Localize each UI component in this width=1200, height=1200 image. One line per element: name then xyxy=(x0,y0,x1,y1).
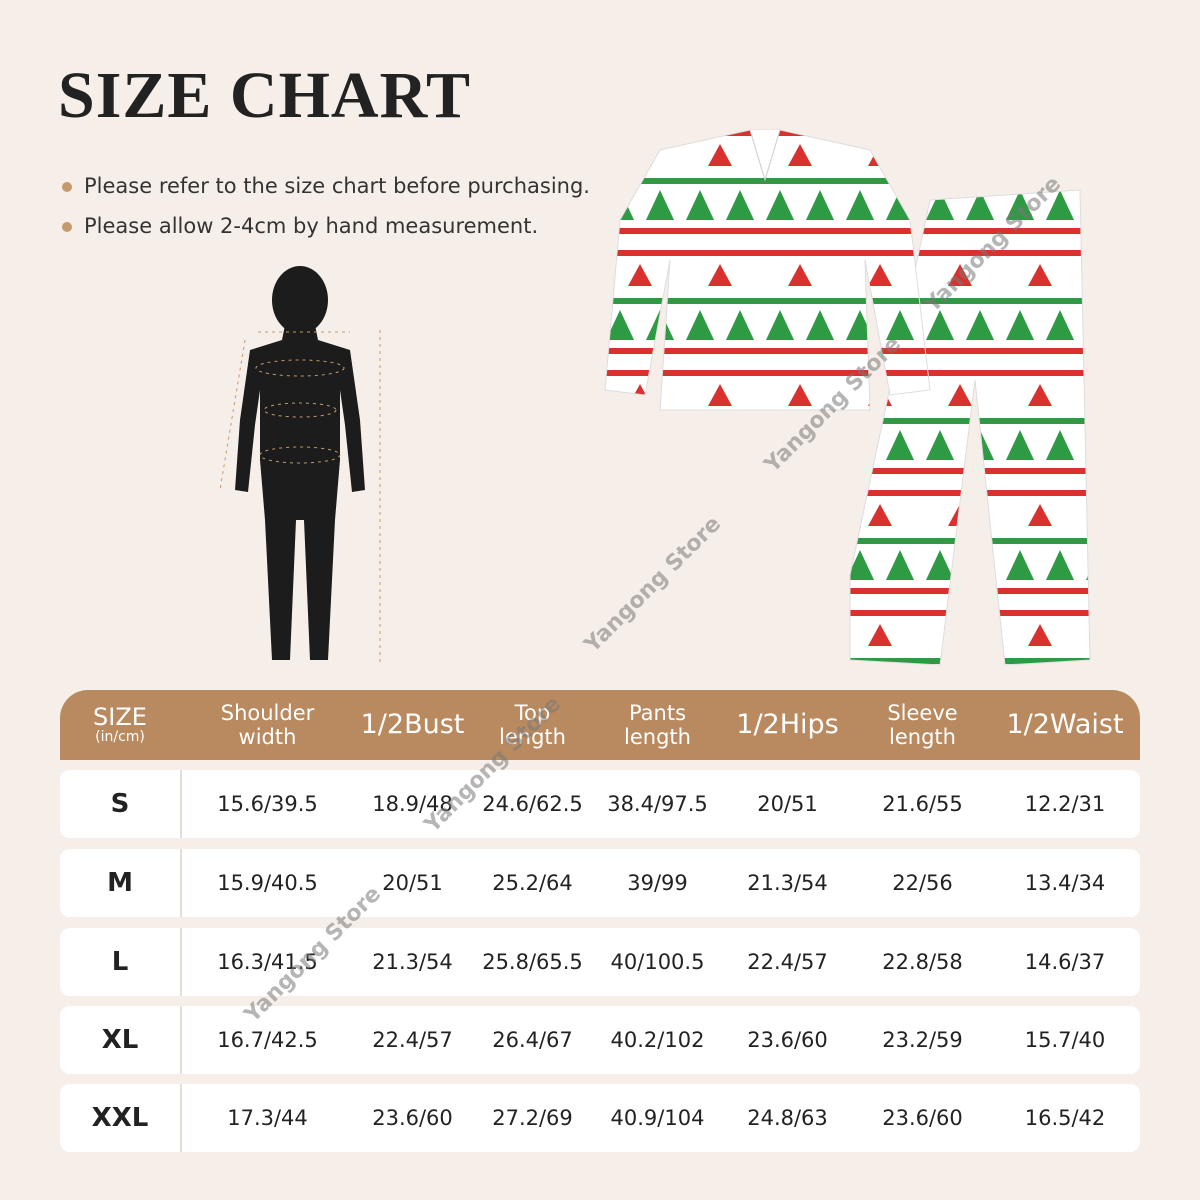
header-text: SIZE xyxy=(93,703,147,731)
value-cell: 40.9/104 xyxy=(610,1106,705,1130)
size-cell: M xyxy=(107,868,133,898)
value-cell: 23.6/60 xyxy=(882,1106,963,1130)
value-cell: 23.6/60 xyxy=(372,1106,453,1130)
separator xyxy=(180,1006,182,1074)
body-silhouette xyxy=(219,266,381,665)
table-row: L 16.3/41.5 21.3/54 25.8/65.5 40/100.5 22.4/5… xyxy=(60,928,1140,996)
header-cell: Sleeve length xyxy=(887,701,958,749)
value-cell: 15.7/40 xyxy=(1024,1028,1106,1052)
separator xyxy=(180,928,182,996)
table-row: XL 16.7/42.5 22.4/57 26.4/67 40.2/102 23.6/60… xyxy=(60,1006,1140,1074)
value-cell: 14.6/37 xyxy=(1024,950,1106,974)
value-cell: 12.2/31 xyxy=(1024,792,1106,816)
separator xyxy=(180,849,182,917)
value-cell: 16.3/41.5 xyxy=(217,950,318,974)
value-cell: 24.6/62.5 xyxy=(482,792,583,816)
header-cell: 1/2Hips xyxy=(736,709,839,740)
value-cell: 15.9/40.5 xyxy=(217,871,318,895)
header-cell: Pants length xyxy=(624,701,691,749)
header-cell: Shoulder width xyxy=(220,701,315,749)
separator xyxy=(180,1084,182,1152)
title: SIZE CHART xyxy=(58,59,471,132)
value-cell: 23.6/60 xyxy=(747,1028,828,1052)
table-row: M 15.9/40.5 20/51 25.2/64 39/99 21.3/54 22/56 1… xyxy=(60,849,1140,917)
value-cell: 27.2/69 xyxy=(492,1106,573,1130)
value-cell: 39/99 xyxy=(627,871,688,895)
value-cell: 17.3/44 xyxy=(227,1106,308,1130)
value-cell: 40/100.5 xyxy=(610,950,705,974)
header-cell: 1/2Bust xyxy=(360,709,465,740)
size-cell: S xyxy=(110,789,130,819)
value-cell: 16.5/42 xyxy=(1024,1106,1106,1130)
value-cell: 20/51 xyxy=(757,792,818,816)
value-cell: 16.7/42.5 xyxy=(217,1028,318,1052)
value-cell: 26.4/67 xyxy=(492,1028,573,1052)
separator xyxy=(180,770,182,838)
value-cell: 24.8/63 xyxy=(747,1106,828,1130)
value-cell: 21.3/54 xyxy=(372,950,453,974)
value-cell: 22.4/57 xyxy=(747,950,828,974)
value-cell: 40.2/102 xyxy=(610,1028,705,1052)
value-cell: 13.4/34 xyxy=(1024,871,1106,895)
note: Please allow 2-4cm by hand measurement. xyxy=(62,214,538,238)
value-cell: 21.3/54 xyxy=(747,871,828,895)
header-cell: Top length xyxy=(499,701,566,749)
value-cell: 18.9/48 xyxy=(372,792,453,816)
note: Please refer to the size chart before pu… xyxy=(62,174,590,198)
size-cell: XXL xyxy=(91,1103,149,1133)
table-row: S 15.6/39.5 18.9/48 24.6/62.5 38.4/97.5 20/51… xyxy=(60,770,1140,838)
header-cell: SIZE (in/cm) xyxy=(60,690,180,760)
value-cell: 15.6/39.5 xyxy=(217,792,318,816)
value-cell: 20/51 xyxy=(382,871,443,895)
value-cell: 23.2/59 xyxy=(882,1028,963,1052)
value-cell: 22.8/58 xyxy=(882,950,963,974)
header-unit: (in/cm) xyxy=(95,729,145,745)
table-header: SIZE (in/cm) Shoulder width 1/2Bust Top leng… xyxy=(60,690,1140,760)
value-cell: 38.4/97.5 xyxy=(607,792,708,816)
pajama-image xyxy=(604,129,1091,666)
size-cell: L xyxy=(111,947,129,977)
value-cell: 22/56 xyxy=(892,871,953,895)
header-cell: 1/2Waist xyxy=(1006,709,1124,740)
table-row: XXL 17.3/44 23.6/60 27.2/69 40.9/104 24.8/63 2… xyxy=(60,1084,1140,1152)
value-cell: 25.8/65.5 xyxy=(482,950,583,974)
value-cell: 21.6/55 xyxy=(882,792,963,816)
value-cell: 25.2/64 xyxy=(492,871,573,895)
value-cell: 22.4/57 xyxy=(372,1028,453,1052)
size-cell: XL xyxy=(101,1025,139,1055)
